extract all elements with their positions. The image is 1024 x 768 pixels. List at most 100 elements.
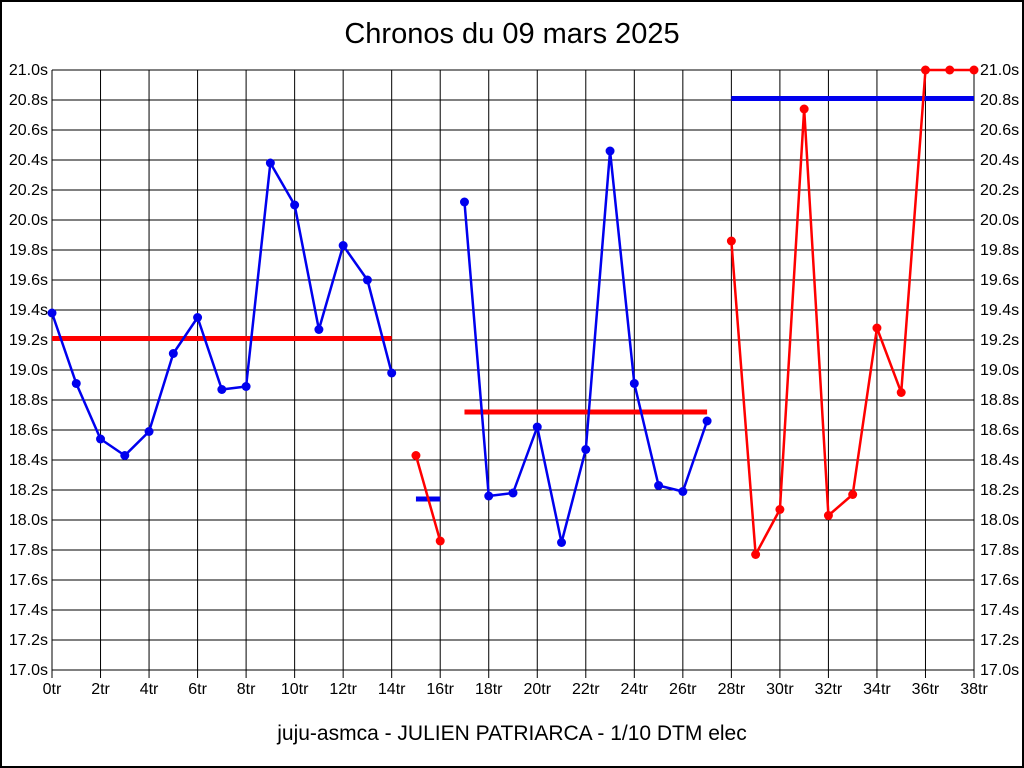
run-1-blue-point — [217, 385, 227, 394]
y-tick-label-left: 18.2s — [9, 482, 48, 499]
run-4-red-point — [920, 65, 930, 75]
run-1-blue-point — [241, 382, 251, 391]
y-tick-label-right: 19.2s — [980, 332, 1019, 349]
run-3-blue-point — [605, 146, 615, 156]
x-tick-label: 38tr — [960, 681, 988, 698]
run-4-red-point — [872, 323, 882, 333]
y-tick-label-left: 19.2s — [9, 332, 48, 349]
run-4-red-point — [799, 104, 809, 114]
x-tick-label: 16tr — [426, 681, 454, 698]
run-4-red-point — [945, 65, 955, 75]
run-1-blue-point — [338, 241, 348, 250]
x-tick-label: 34tr — [863, 681, 891, 698]
y-tick-label-left: 17.6s — [9, 572, 48, 589]
run-3-blue-point — [557, 538, 567, 547]
run-1-blue-point — [362, 275, 372, 285]
x-tick-label: 18tr — [475, 681, 503, 698]
run-4-red-point — [969, 65, 979, 75]
x-tick-label: 32tr — [815, 681, 843, 698]
run-3-blue-point — [532, 422, 542, 432]
y-tick-label-left: 17.8s — [9, 542, 48, 559]
y-tick-label-right: 20.8s — [980, 92, 1019, 109]
y-tick-label-right: 17.8s — [980, 542, 1019, 559]
y-tick-label-right: 18.8s — [980, 392, 1019, 409]
x-tick-label: 2tr — [91, 681, 110, 698]
y-tick-label-right: 20.2s — [980, 182, 1019, 199]
y-tick-label-right: 17.6s — [980, 572, 1019, 589]
run-4-red-point — [896, 388, 906, 397]
y-tick-label-left: 18.4s — [9, 452, 48, 469]
run-2-red-line — [414, 454, 442, 543]
run-4-red-point — [823, 511, 833, 520]
run-3-blue-point — [459, 197, 469, 207]
x-tick-label: 6tr — [188, 681, 207, 698]
run-3-blue-point — [678, 487, 688, 496]
run-1-blue-point — [144, 427, 154, 436]
y-tick-label-left: 20.8s — [9, 92, 48, 109]
x-tick-label: 0tr — [43, 681, 62, 698]
run-1-blue-point — [168, 349, 178, 358]
x-tick-label: 4tr — [140, 681, 159, 698]
y-tick-label-right: 20.0s — [980, 212, 1019, 229]
y-tick-label-right: 20.6s — [980, 122, 1019, 139]
run-1-blue-point — [47, 308, 57, 318]
x-tick-label: 28tr — [718, 681, 746, 698]
y-tick-label-left: 19.8s — [9, 242, 48, 259]
y-tick-label-right: 18.4s — [980, 452, 1019, 469]
run-1-blue-point — [314, 325, 324, 334]
x-tick-label: 22tr — [572, 681, 600, 698]
y-tick-label-left: 17.4s — [9, 602, 48, 619]
run-3-blue-point — [484, 491, 494, 501]
run-4-red-point — [775, 505, 785, 514]
y-tick-label-right: 17.0s — [980, 662, 1019, 679]
run-1-blue-line — [50, 161, 393, 457]
run-2-red-point — [435, 536, 445, 546]
x-tick-label: 36tr — [912, 681, 940, 698]
y-tick-label-right: 18.6s — [980, 422, 1019, 439]
run-4-red-point — [726, 236, 736, 246]
y-tick-label-right: 18.0s — [980, 512, 1019, 529]
y-tick-label-left: 19.0s — [9, 362, 48, 379]
y-tick-label-right: 17.4s — [980, 602, 1019, 619]
x-tick-label: 30tr — [766, 681, 794, 698]
y-tick-label-left: 17.2s — [9, 632, 48, 649]
y-tick-label-left: 20.4s — [9, 152, 48, 169]
run-1-blue-point — [71, 379, 81, 388]
x-tick-label: 24tr — [621, 681, 649, 698]
run-1-blue-point — [96, 434, 106, 444]
y-tick-label-right: 20.4s — [980, 152, 1019, 169]
y-tick-label-right: 18.2s — [980, 482, 1019, 499]
y-tick-label-left: 17.0s — [9, 662, 48, 679]
run-1-blue-point — [120, 451, 130, 460]
chart-title: Chronos du 09 mars 2025 — [344, 18, 680, 50]
run-1-blue-point — [290, 200, 300, 210]
run-3-blue-point — [702, 416, 712, 426]
y-tick-label-right: 19.4s — [980, 302, 1019, 319]
y-tick-label-left: 20.0s — [9, 212, 48, 229]
y-tick-label-left: 20.2s — [9, 182, 48, 199]
y-tick-label-right: 17.2s — [980, 632, 1019, 649]
x-tick-label: 26tr — [669, 681, 697, 698]
y-tick-label-left: 20.6s — [9, 122, 48, 139]
x-tick-label: 8tr — [237, 681, 256, 698]
run-1-blue-point — [265, 158, 275, 168]
x-tick-label: 12tr — [329, 681, 357, 698]
run-4-red-point — [751, 550, 761, 559]
y-tick-label-left: 18.8s — [9, 392, 48, 409]
x-tick-label: 20tr — [523, 681, 551, 698]
run-3-blue-point — [508, 488, 518, 498]
run-3-blue-point — [654, 481, 664, 490]
run-2-red-point — [411, 451, 421, 460]
y-tick-label-right: 19.8s — [980, 242, 1019, 259]
run-4-red-point — [848, 490, 858, 499]
run-1-blue-point — [193, 313, 203, 322]
x-tick-label: 10tr — [281, 681, 309, 698]
y-tick-label-right: 19.6s — [980, 272, 1019, 289]
y-tick-label-left: 18.0s — [9, 512, 48, 529]
run-1-blue-point — [387, 368, 397, 378]
y-tick-label-left: 19.6s — [9, 272, 48, 289]
chart-footer: juju-asmca - JULIEN PATRIARCA - 1/10 DTM… — [277, 722, 747, 745]
x-tick-label: 14tr — [378, 681, 406, 698]
